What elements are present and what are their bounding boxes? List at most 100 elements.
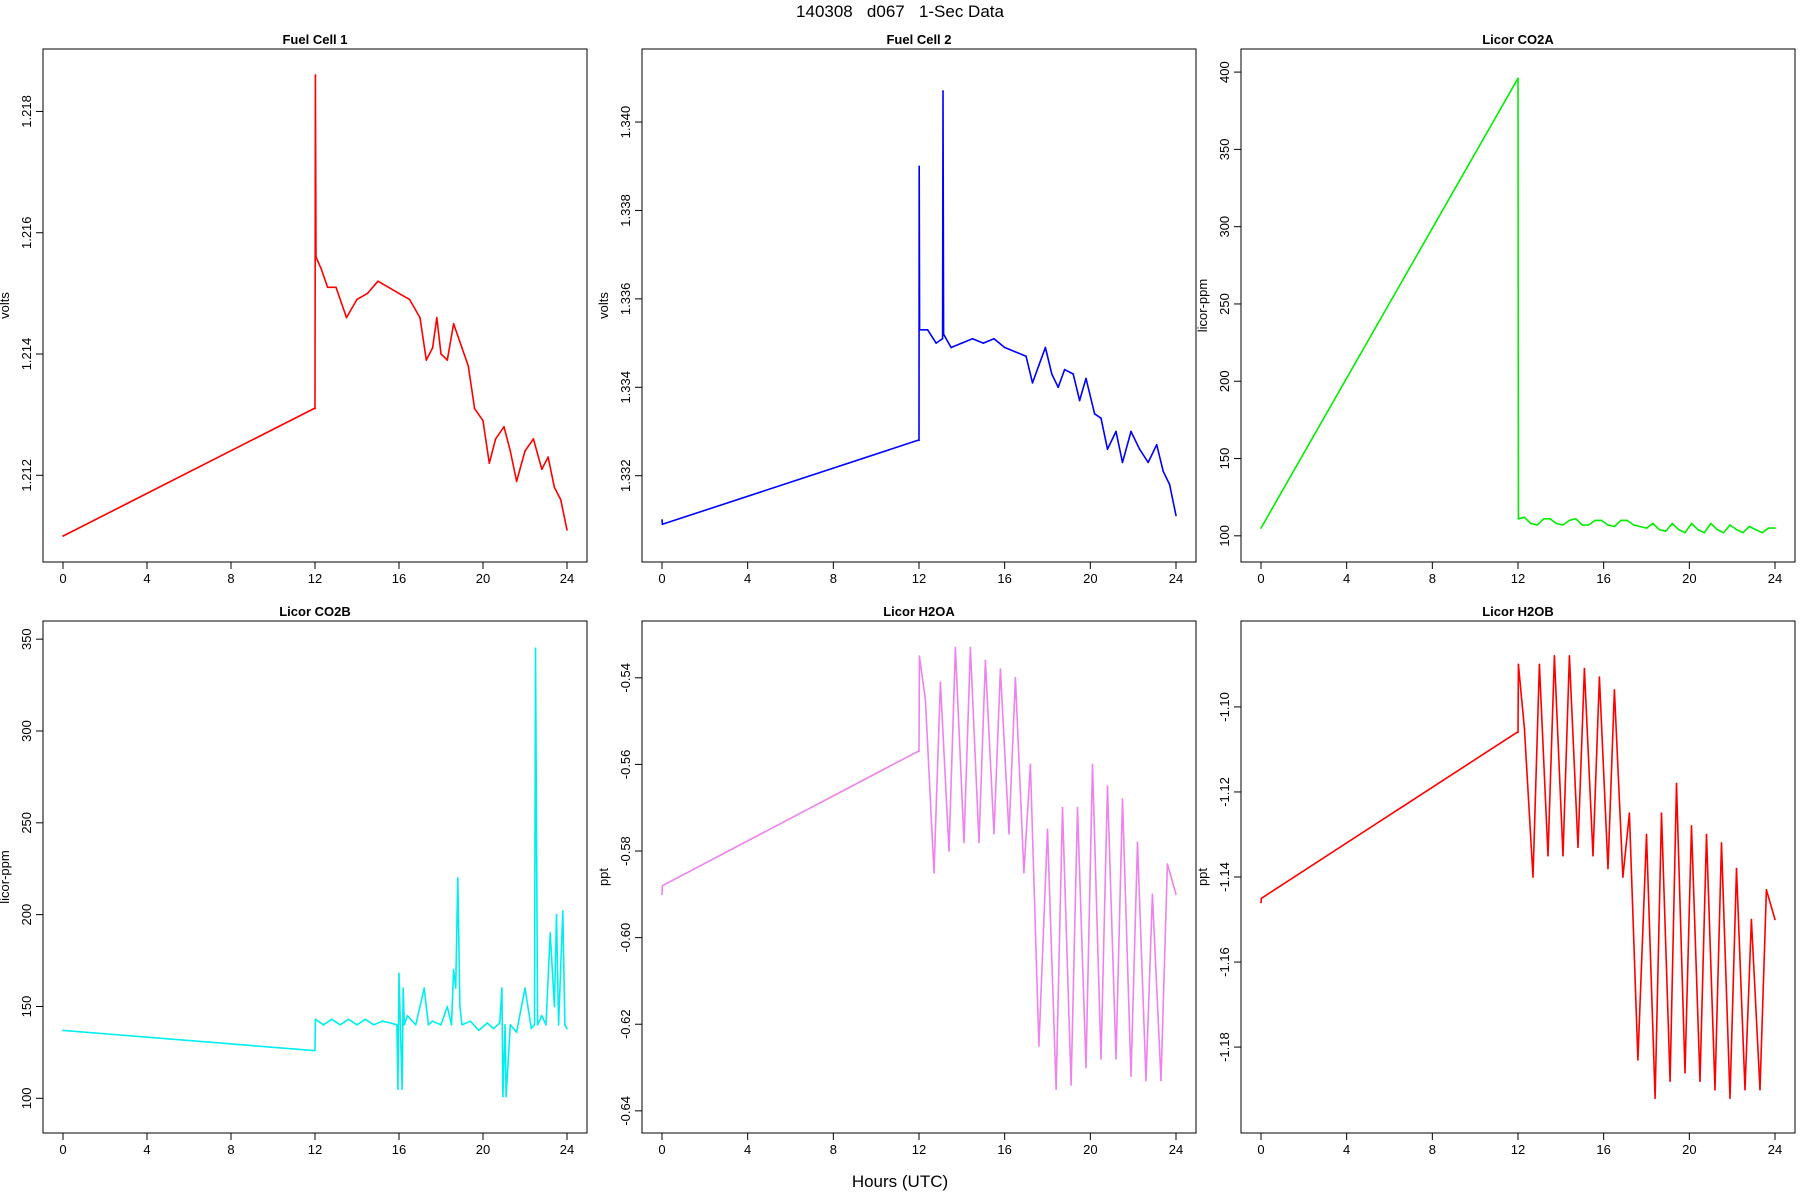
y-tick-label: 1.212 (19, 459, 34, 492)
data-point (1115, 430, 1117, 433)
data-point (469, 1020, 472, 1022)
data-point (461, 1024, 463, 1026)
x-tick-label: 20 (476, 571, 490, 586)
data-point (494, 438, 497, 440)
panel-title: Licor H2OB (1482, 604, 1554, 619)
data-point (1660, 812, 1663, 815)
data-point (1115, 1058, 1117, 1060)
data-point (406, 1014, 409, 1017)
data-point (1093, 413, 1096, 415)
data-point (1155, 443, 1158, 446)
data-point (1759, 1088, 1761, 1091)
y-axis-label: licor-ppm (0, 850, 12, 903)
data-point (478, 1029, 480, 1032)
data-point (431, 347, 434, 349)
data-point (415, 1024, 417, 1026)
data-point (948, 850, 950, 852)
x-tick-label: 0 (59, 571, 66, 586)
data-point (1057, 386, 1060, 389)
data-point (501, 987, 503, 989)
data-point (509, 1024, 512, 1026)
data-point (918, 165, 921, 168)
data-point (509, 450, 512, 452)
x-tick-label: 0 (1257, 1142, 1264, 1157)
data-point (1547, 854, 1549, 857)
data-point (457, 877, 459, 879)
data-point (1684, 1071, 1686, 1074)
data-point (431, 1020, 434, 1022)
data-point (1639, 525, 1641, 528)
data-point (566, 529, 568, 531)
y-tick-label: 300 (1217, 216, 1232, 238)
data-point (1044, 346, 1047, 349)
data-point (963, 841, 965, 844)
x-tick-label: 8 (830, 571, 837, 586)
x-tick-label: 12 (1511, 1142, 1525, 1157)
y-tick-label: 1.340 (618, 106, 633, 139)
data-point (564, 1024, 566, 1026)
data-point (381, 1020, 384, 1022)
data-point (488, 462, 491, 464)
data-point (1671, 522, 1673, 525)
data-point (971, 337, 974, 340)
data-point (1121, 461, 1124, 464)
data-point (373, 1024, 375, 1026)
y-tick-label: 150 (1217, 448, 1232, 470)
y-tick-label: -1.14 (1217, 862, 1232, 892)
data-point (1583, 667, 1586, 670)
data-point (1532, 876, 1534, 878)
data-point (1538, 663, 1541, 666)
data-point (1568, 655, 1571, 657)
data-point (1562, 854, 1564, 857)
data-point (1175, 893, 1177, 896)
x-tick-label: 24 (1768, 571, 1782, 586)
data-point (1703, 531, 1706, 534)
y-tick-label: -1.18 (1217, 1032, 1232, 1062)
x-tick-label: 4 (744, 1142, 751, 1157)
data-point (339, 1024, 342, 1026)
y-tick-label: 100 (1217, 525, 1232, 547)
y-tick-label: 1.214 (19, 338, 34, 371)
data-point (1023, 871, 1025, 874)
y-tick-label: -1.16 (1217, 947, 1232, 977)
data-point (1162, 470, 1164, 473)
data-point (452, 968, 455, 971)
data-point (499, 1022, 501, 1024)
data-point (541, 1014, 543, 1017)
y-axis-label: volts (596, 292, 611, 319)
data-point (1761, 531, 1763, 534)
data-point (1106, 785, 1109, 787)
data-point (452, 322, 455, 325)
figure-title: 140308 d067 1-Sec Data (796, 2, 1004, 21)
data-point (398, 292, 400, 295)
y-tick-label: -1.12 (1217, 777, 1232, 807)
data-point (1664, 530, 1667, 532)
x-tick-label: 4 (143, 571, 150, 586)
data-point (1260, 901, 1262, 904)
x-tick-label: 20 (476, 1142, 490, 1157)
data-point (315, 256, 317, 258)
data-point (982, 342, 985, 344)
data-point (1722, 531, 1725, 534)
x-tick-label: 12 (1511, 571, 1525, 586)
data-point (454, 987, 457, 989)
data-point (1536, 524, 1539, 526)
data-point (1699, 1080, 1701, 1082)
data-point (1014, 677, 1017, 679)
data-point (1555, 522, 1558, 525)
x-tick-label: 0 (658, 1142, 665, 1157)
data-point (1553, 655, 1556, 657)
data-point (978, 841, 980, 844)
data-point (402, 987, 405, 989)
data-point (423, 987, 426, 989)
data-point (345, 316, 348, 319)
x-tick-label: 12 (308, 571, 322, 586)
data-point (547, 456, 549, 458)
data-point (427, 1024, 430, 1026)
data-point (993, 337, 995, 340)
data-point (939, 681, 942, 683)
data-point (482, 419, 484, 422)
data-point (486, 1022, 489, 1024)
